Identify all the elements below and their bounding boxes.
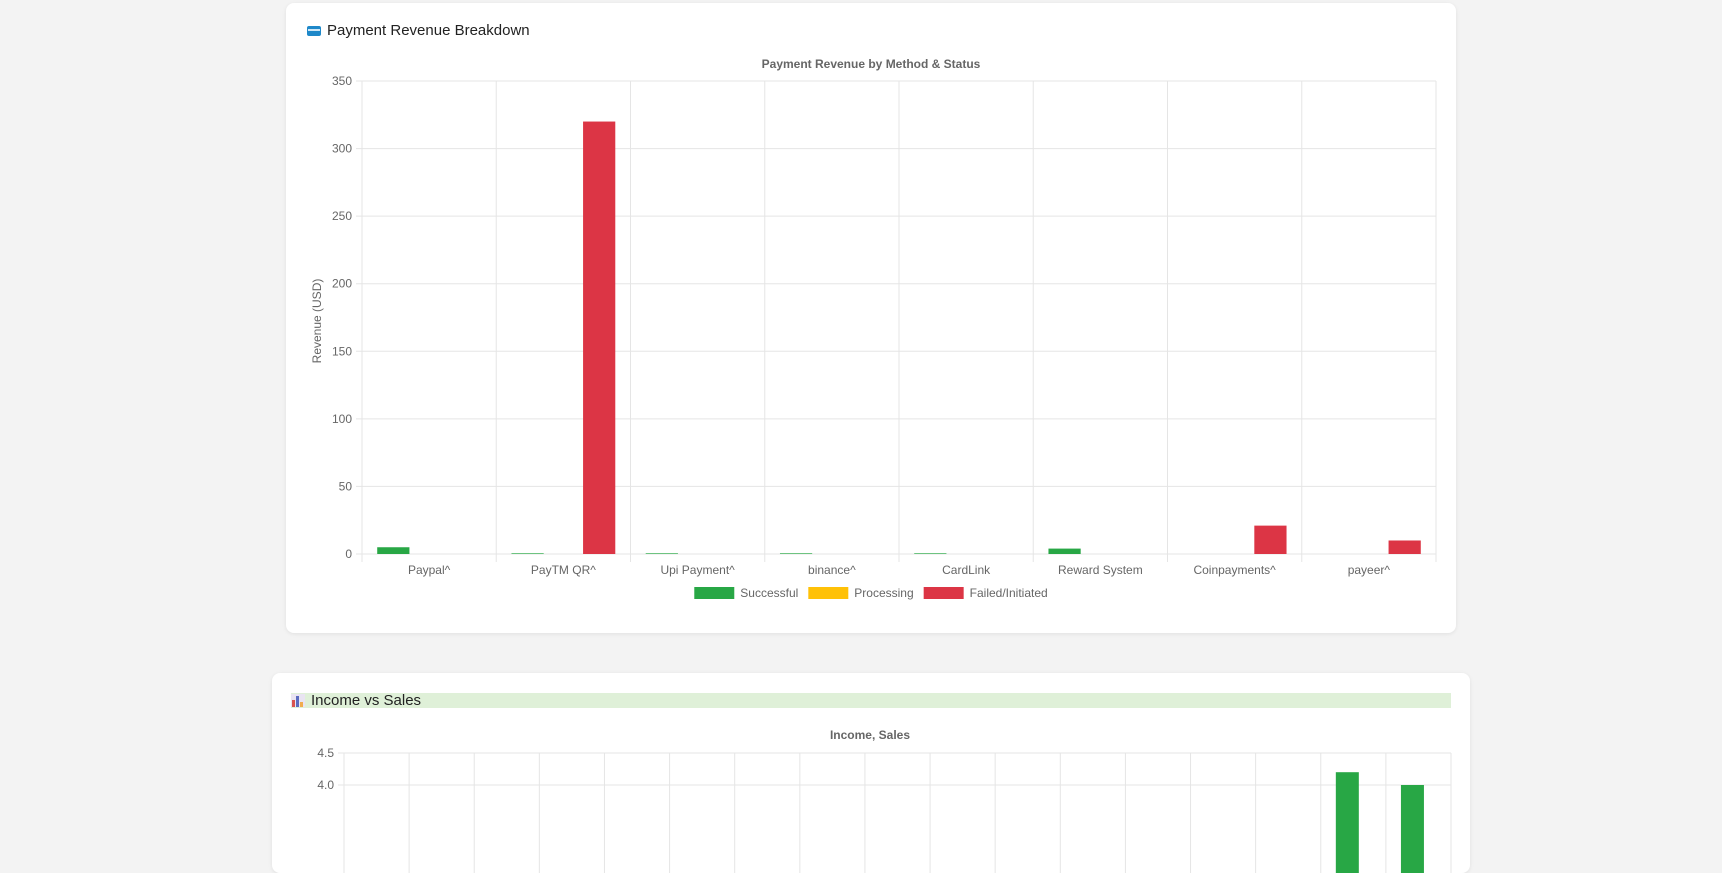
y-tick-label: 250 xyxy=(332,209,352,223)
legend-label: Successful xyxy=(740,586,798,600)
credit-card-icon xyxy=(307,25,321,36)
chart-title: Income, Sales xyxy=(830,728,910,742)
chart-gridlines xyxy=(356,80,1437,562)
y-tick-label: 100 xyxy=(332,412,352,426)
legend-swatch xyxy=(808,587,849,599)
chart-title: Payment Revenue by Method & Status xyxy=(762,57,981,71)
y-tick-label: 4.0 xyxy=(317,778,334,792)
y-axis-ticks: 4.0 4.5 xyxy=(317,746,334,792)
chart-gridlines xyxy=(338,752,1452,873)
payment-card-title: Payment Revenue Breakdown xyxy=(327,22,530,39)
bar-failed-initiated-1 xyxy=(583,121,616,555)
y-axis-ticks: 0 50 100 150 200 250 300 350 xyxy=(332,74,352,561)
y-axis-label: Revenue (USD) xyxy=(310,279,324,364)
payment-revenue-card: Payment Revenue Breakdown 0 50 100 150 200 25… xyxy=(286,3,1456,633)
x-tick-label: binance^ xyxy=(808,563,856,577)
bar-successful-5 xyxy=(1048,548,1081,554)
x-tick-label: Reward System xyxy=(1058,563,1143,577)
income-card-title: Income vs Sales xyxy=(311,692,422,709)
x-tick-label: Paypal^ xyxy=(408,563,451,577)
x-tick-label: payeer^ xyxy=(1348,563,1391,577)
bar-successful-4 xyxy=(914,553,947,554)
bar-income-15 xyxy=(1335,772,1359,873)
x-tick-label: PayTM QR^ xyxy=(531,563,596,577)
bar-successful-2 xyxy=(645,553,678,554)
chart-bars xyxy=(377,121,1421,555)
bar-failed-initiated-7 xyxy=(1388,540,1421,554)
y-tick-label: 350 xyxy=(332,74,352,88)
income-sales-chart: 4.0 4.5 Income, Sales xyxy=(317,728,1452,873)
bar-successful-1 xyxy=(511,553,544,554)
y-tick-label: 150 xyxy=(332,344,352,358)
bar-successful-3 xyxy=(779,553,813,554)
legend-label: Processing xyxy=(854,586,913,600)
income-card-header: Income vs Sales xyxy=(291,692,1451,709)
legend-label: Failed/Initiated xyxy=(970,586,1048,600)
chart-legend: Successful Processing Failed/Initiated xyxy=(694,586,1048,600)
payment-revenue-chart: 0 50 100 150 200 250 300 350 Paypal^ PayTM QR^ Up… xyxy=(310,57,1437,600)
income-vs-sales-card: Income vs Sales 4.0 4.5 Income, Sales xyxy=(272,673,1470,873)
x-tick-label: Coinpayments^ xyxy=(1193,563,1276,577)
bar-income-16 xyxy=(1400,785,1424,873)
bar-failed-initiated-6 xyxy=(1254,525,1287,554)
y-tick-label: 300 xyxy=(332,142,352,156)
payment-card-header: Payment Revenue Breakdown xyxy=(307,22,530,39)
bar-successful-0 xyxy=(377,547,410,554)
legend-swatch xyxy=(923,587,964,599)
x-tick-label: CardLink xyxy=(942,563,991,577)
legend-swatch xyxy=(694,587,735,599)
bar-chart-icon xyxy=(291,694,305,707)
chart-bars xyxy=(1335,772,1424,873)
y-tick-label: 4.5 xyxy=(317,746,334,760)
y-tick-label: 200 xyxy=(332,277,352,291)
x-axis-ticks: Paypal^ PayTM QR^ Upi Payment^ binance^ Card… xyxy=(408,563,1390,577)
x-tick-label: Upi Payment^ xyxy=(660,563,735,577)
y-tick-label: 50 xyxy=(339,479,353,493)
y-tick-label: 0 xyxy=(345,547,352,561)
